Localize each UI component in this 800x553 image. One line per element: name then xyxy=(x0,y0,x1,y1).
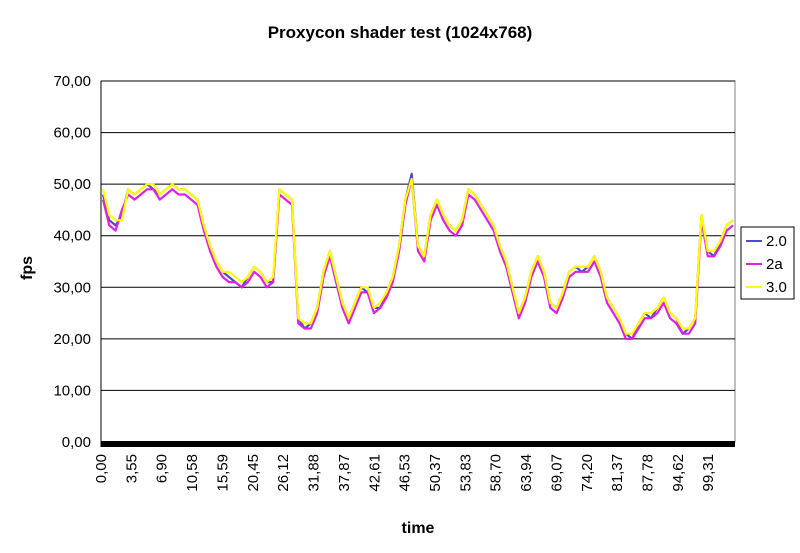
x-tick-label: 53,83 xyxy=(457,454,474,492)
legend: 2.0 2a 3.0 xyxy=(740,226,795,300)
y-axis-title: fps xyxy=(19,256,36,280)
x-axis-line xyxy=(101,441,735,447)
x-tick-label: 99,31 xyxy=(700,454,717,492)
x-tick-label: 74,20 xyxy=(579,454,596,492)
y-tick-label: 0,00 xyxy=(62,434,91,451)
y-tick-labels: 0,00 10,00 20,00 30,00 40,00 50,00 60,00 70,00 xyxy=(53,73,91,451)
x-tick-labels: 0,00 3,55 6,90 10,58 15,59 20,45 26,12 31,88 37,… xyxy=(93,454,717,492)
series-layer xyxy=(101,172,734,340)
chart-title: Proxycon shader test (1024x768) xyxy=(268,23,533,42)
x-tick-label: 3,55 xyxy=(123,454,140,483)
y-tick-label: 50,00 xyxy=(53,176,91,193)
series-line-2a xyxy=(101,177,734,340)
x-tick-label: 46,53 xyxy=(397,454,414,492)
y-tick-label: 20,00 xyxy=(53,331,91,348)
x-tick-label: 26,12 xyxy=(275,454,292,492)
x-tick-label: 81,37 xyxy=(609,454,626,492)
x-tick-label: 6,90 xyxy=(154,454,171,483)
x-tick-label: 0,00 xyxy=(93,454,110,483)
legend-label: 2.0 xyxy=(766,233,787,250)
legend-label: 2a xyxy=(766,256,783,273)
plot-area xyxy=(100,80,736,443)
x-tick-label: 20,45 xyxy=(245,454,262,492)
x-tick-label: 87,78 xyxy=(640,454,657,492)
y-tick-label: 40,00 xyxy=(53,228,91,245)
plot-background xyxy=(100,80,736,443)
x-tick-label: 15,59 xyxy=(214,454,231,492)
series-line-3.0 xyxy=(101,177,734,335)
y-tick-label: 30,00 xyxy=(53,279,91,296)
x-axis-title: time xyxy=(402,520,435,537)
x-tick-label: 37,87 xyxy=(336,454,353,492)
x-tick-label: 94,62 xyxy=(670,454,687,492)
x-tick-label: 69,07 xyxy=(548,454,565,492)
x-tick-label: 31,88 xyxy=(306,454,323,492)
x-tick-label: 50,37 xyxy=(427,454,444,492)
y-tick-label: 10,00 xyxy=(53,382,91,399)
x-tick-label: 42,61 xyxy=(366,454,383,492)
axes xyxy=(100,81,735,447)
y-tick-label: 60,00 xyxy=(53,125,91,142)
y-tick-label: 70,00 xyxy=(53,73,91,90)
x-tick-label: 58,70 xyxy=(488,454,505,492)
legend-label: 3.0 xyxy=(766,279,787,296)
x-tick-label: 10,58 xyxy=(184,454,201,492)
x-tick-label: 63,94 xyxy=(518,454,535,492)
